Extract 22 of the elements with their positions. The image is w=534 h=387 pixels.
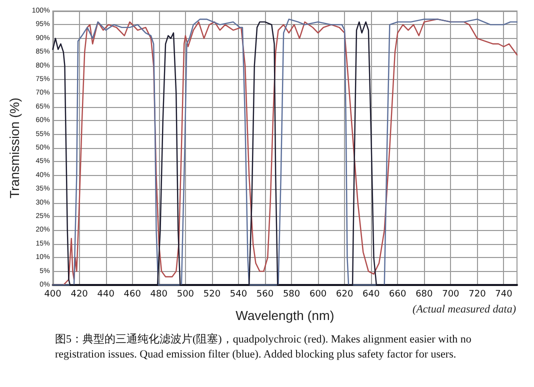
x-tick-label: 420	[70, 290, 88, 300]
x-axis-title: Wavelength (nm)	[236, 308, 334, 323]
x-tick-label: 400	[44, 290, 62, 300]
text: (Actual measured data)	[412, 304, 516, 316]
x-tick-label: 500	[176, 290, 194, 300]
x-tick-label: 560	[256, 290, 274, 300]
x-tick-label: 680	[416, 290, 434, 300]
caption: 图5：典型的三通纯化滤波片(阻塞)，quadpolychroic (red). Makes alignment easier with no registration issues. Quad emission filter (blue). Added blocking plus safety factor for users.	[55, 332, 474, 360]
x-tick-label: 460	[124, 290, 142, 300]
y-axis-title: Transmission (%)	[7, 98, 22, 198]
x-tick-label: 600	[309, 290, 327, 300]
x-tick-label: 700	[442, 290, 460, 300]
x-tick-label: 540	[230, 290, 248, 300]
x-tick-label: 480	[150, 290, 168, 300]
x-tick-label: 660	[389, 290, 406, 300]
x-tick-label: 440	[97, 290, 115, 300]
x-tick-label: 580	[282, 290, 300, 300]
x-tick-label: 640	[362, 290, 380, 300]
x-tick-label: 520	[203, 290, 221, 300]
x-tick-label: 720	[468, 290, 486, 300]
x-tick-label: 620	[336, 290, 354, 300]
x-tick-label: 740	[495, 290, 513, 300]
